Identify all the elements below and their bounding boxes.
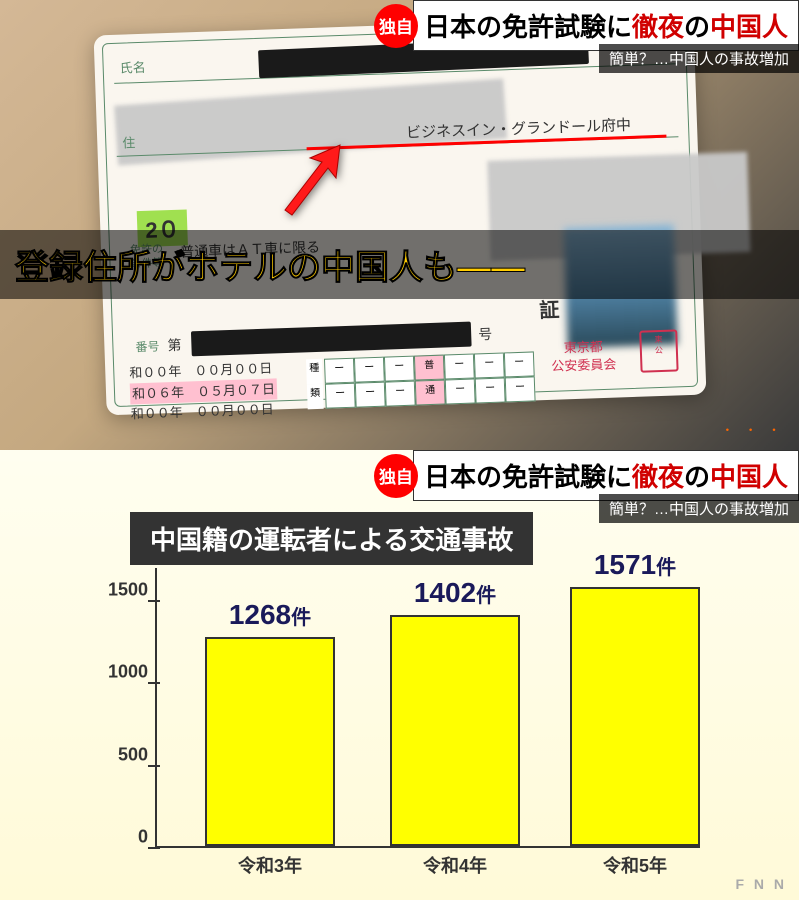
caption-text: 登録住所がホテルの中国人も―― <box>15 249 525 287</box>
caption-overlay: 登録住所がホテルの中国人も―― <box>0 230 799 299</box>
banner-badge-b: 独自 <box>374 454 418 498</box>
y-label: 0 <box>138 827 148 848</box>
y-tick <box>148 682 160 684</box>
x-label: 令和3年 <box>205 852 335 878</box>
issuer: 東京都 公安委員会 <box>550 337 616 376</box>
type-side2: 類 <box>307 384 324 410</box>
banner-sub-top: 簡単？…中国人の事故増加 <box>599 44 799 73</box>
y-tick <box>148 765 160 767</box>
type-futsu2: 通 <box>415 380 446 406</box>
type-side1: 種 <box>306 359 323 385</box>
dai-char: 第 <box>167 335 182 355</box>
x-axis <box>155 846 700 848</box>
banner-text2: 徹夜 <box>632 12 684 42</box>
license-card: 氏名 住 ビジネスイン・グランドール府中 2０ 免許の 条件等 普通車はＡＴ車に… <box>94 15 707 416</box>
chart-area: 0500100015001268件令和3年1402件令和4年1571件令和5年 <box>100 568 700 878</box>
y-tick <box>148 600 160 602</box>
addr-label: 住 <box>116 128 142 156</box>
num-label: 番号 <box>135 337 160 355</box>
issuer1: 東京都 <box>550 337 616 357</box>
dots-top: ・ ・ ・ <box>721 421 784 438</box>
bar <box>390 615 520 846</box>
chart-title: 中国籍の運転者による交通事故 <box>130 512 533 565</box>
banner-text3: の <box>684 12 710 42</box>
seal-icon: 東公 <box>639 329 678 372</box>
bar <box>205 637 335 846</box>
x-label: 令和5年 <box>570 852 700 878</box>
banner-b-text2: 徹夜 <box>632 462 684 492</box>
issuer2: 公安委員会 <box>551 355 617 375</box>
date3: 和００年 ００月００日 <box>130 399 278 424</box>
y-label: 1500 <box>108 579 148 600</box>
license-inner: 氏名 住 ビジネスイン・グランドール府中 2０ 免許の 条件等 普通車はＡＴ車に… <box>102 23 698 407</box>
bar <box>570 587 700 846</box>
banner-b-text4: 中国人 <box>710 462 788 492</box>
x-label: 令和4年 <box>390 852 520 878</box>
y-label: 1000 <box>108 662 148 683</box>
top-panel: 氏名 住 ビジネスイン・グランドール府中 2０ 免許の 条件等 普通車はＡＴ車に… <box>0 0 799 450</box>
bar-value: 1571件 <box>560 549 710 581</box>
container: 氏名 住 ビジネスイン・グランドール府中 2０ 免許の 条件等 普通車はＡＴ車に… <box>0 0 799 900</box>
name-label: 氏名 <box>113 53 152 81</box>
bar-value: 1402件 <box>380 577 530 609</box>
banner-text4: 中国人 <box>710 12 788 42</box>
y-label: 500 <box>118 744 148 765</box>
y-axis <box>155 568 157 848</box>
type-futsu1: 普 <box>414 355 445 381</box>
date-area: 和００年 ００月００日 和０６年 ０５月０７日 和００年 ００月００日 <box>129 358 278 424</box>
bottom-panel: 独自 日本の免許試験に徹夜の中国人 簡単？…中国人の事故増加 中国籍の運転者によ… <box>0 450 799 900</box>
banner-b-text3: の <box>684 462 710 492</box>
bar-value: 1268件 <box>195 599 345 631</box>
banner-b-text1: 日本の免許試験に <box>424 462 632 492</box>
banner-text1: 日本の免許試験に <box>424 12 632 42</box>
banner-badge: 独自 <box>374 4 418 48</box>
blackout-number <box>191 322 472 357</box>
y-tick <box>148 847 160 849</box>
gou-char: 号 <box>478 324 493 344</box>
watermark: F N N <box>735 876 787 892</box>
type-grid: 種 類 ー ー ー 普 ー ー ー ー ー ー 通 ー ー ー <box>324 351 546 409</box>
banner-sub-bottom: 簡単？…中国人の事故増加 <box>599 494 799 523</box>
arrow-icon <box>270 140 350 220</box>
